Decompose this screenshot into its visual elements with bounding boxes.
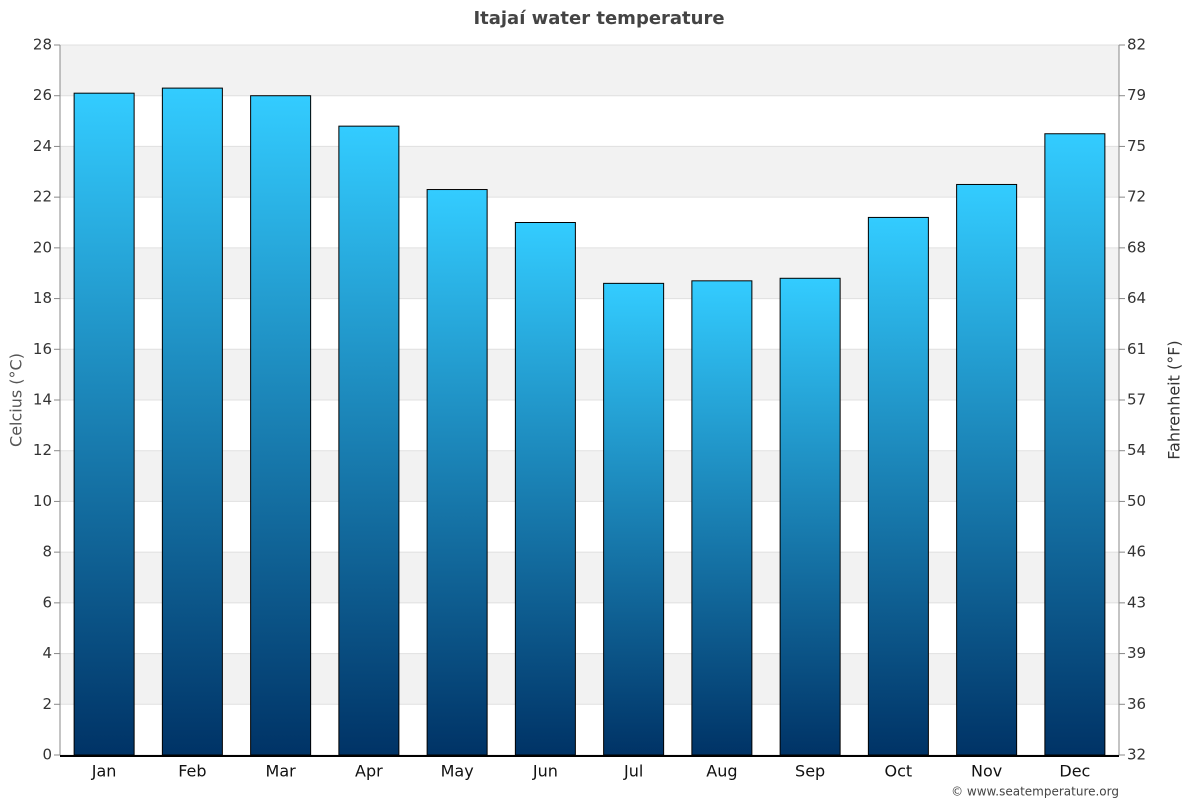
bar bbox=[779, 277, 841, 756]
y2-tick-label: 64 bbox=[1127, 289, 1146, 307]
y2-tick-label: 39 bbox=[1127, 644, 1146, 662]
bar bbox=[956, 183, 1018, 756]
y2-tick-label: 72 bbox=[1127, 188, 1146, 206]
bar bbox=[867, 216, 929, 756]
bar bbox=[161, 87, 223, 756]
chart-title: Itajaí water temperature bbox=[473, 8, 724, 29]
y2-tick-label: 46 bbox=[1127, 543, 1146, 561]
y-tick-label: 18 bbox=[33, 289, 52, 307]
x-tick-label: Jan bbox=[91, 762, 117, 781]
x-tick-label: Jul bbox=[623, 762, 643, 781]
y2-tick-label: 54 bbox=[1127, 441, 1146, 459]
y-tick-label: 26 bbox=[33, 86, 52, 104]
y2-tick-label: 36 bbox=[1127, 695, 1146, 713]
y2-tick-label: 79 bbox=[1127, 86, 1146, 104]
y2-tick-label: 61 bbox=[1127, 340, 1146, 358]
bar bbox=[691, 280, 753, 756]
y2-tick-label: 50 bbox=[1127, 492, 1146, 510]
y-tick-label: 4 bbox=[42, 644, 52, 662]
bar bbox=[250, 95, 312, 756]
y-tick-label: 10 bbox=[33, 492, 52, 510]
y-tick-label: 24 bbox=[33, 137, 52, 155]
grid-band bbox=[60, 146, 1119, 198]
y-tick-label: 2 bbox=[42, 695, 52, 713]
grid-band bbox=[60, 552, 1119, 603]
y-tick-label: 14 bbox=[33, 391, 52, 409]
credit: © www.seatemperature.org bbox=[951, 785, 1119, 799]
x-tick-label: Dec bbox=[1059, 762, 1090, 781]
y2-axis-label: Fahrenheit (°F) bbox=[1165, 340, 1184, 459]
bar bbox=[514, 222, 576, 756]
x-tick-label: Feb bbox=[178, 762, 206, 781]
x-tick-label: Oct bbox=[885, 762, 913, 781]
x-tick-label: Nov bbox=[971, 762, 1002, 781]
x-tick-label: Apr bbox=[355, 762, 383, 781]
y2-tick-label: 57 bbox=[1127, 391, 1146, 409]
y-tick-label: 8 bbox=[42, 543, 52, 561]
grid-band bbox=[60, 450, 1119, 502]
y-tick-label: 22 bbox=[33, 188, 52, 206]
y2-tick-label: 75 bbox=[1127, 137, 1146, 155]
grid-band bbox=[60, 45, 1119, 96]
y-tick-label: 12 bbox=[33, 441, 52, 459]
y2-tick-label: 82 bbox=[1127, 36, 1146, 54]
grid-band bbox=[60, 247, 1119, 299]
bar bbox=[603, 282, 665, 756]
x-tick-label: Aug bbox=[706, 762, 737, 781]
bar bbox=[338, 125, 400, 756]
x-tick-label: Jun bbox=[532, 762, 558, 781]
x-tick-label: May bbox=[441, 762, 474, 781]
x-tick-label: Sep bbox=[795, 762, 825, 781]
bar bbox=[1044, 133, 1106, 756]
y2-tick-label: 32 bbox=[1127, 746, 1146, 764]
bar bbox=[426, 189, 488, 756]
x-tick-label: Mar bbox=[266, 762, 297, 781]
y2-tick-label: 68 bbox=[1127, 238, 1146, 256]
y-tick-label: 0 bbox=[42, 746, 52, 764]
y-tick-label: 16 bbox=[33, 340, 52, 358]
y-tick-label: 6 bbox=[42, 593, 52, 611]
bar bbox=[73, 92, 135, 756]
y2-tick-label: 43 bbox=[1127, 593, 1146, 611]
y-tick-label: 20 bbox=[33, 238, 52, 256]
y-axis-label: Celcius (°C) bbox=[7, 353, 26, 447]
grid-band bbox=[60, 349, 1119, 400]
grid-band bbox=[60, 653, 1119, 705]
y-tick-label: 28 bbox=[33, 36, 52, 54]
